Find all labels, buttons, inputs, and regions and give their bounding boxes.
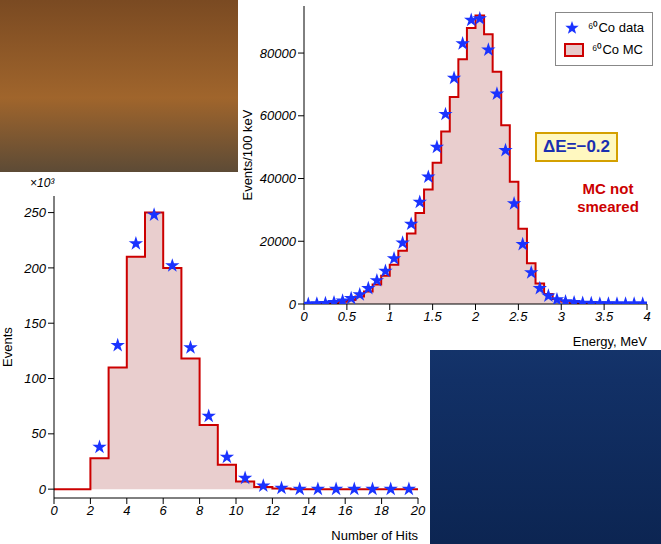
svg-text:1.5: 1.5 [424,309,443,324]
svg-text:3: 3 [558,309,566,324]
svg-text:0: 0 [289,297,297,312]
svg-text:1: 1 [386,309,393,324]
svg-text:200: 200 [23,261,46,276]
svg-text:2: 2 [86,503,95,518]
svg-text:100: 100 [24,371,46,386]
svg-text:4: 4 [643,309,650,324]
html-text:ΔE=−0.2: ΔE=−0.2 [543,137,610,156]
svg-text:50: 50 [32,426,47,441]
svg-text:250: 250 [23,205,46,220]
svg-text:Number of Hits: Number of Hits [331,528,418,543]
svg-text:12: 12 [265,503,280,518]
svg-text:0: 0 [300,309,308,324]
svg-text:3.5: 3.5 [595,309,614,324]
html-text:MC not smeared: MC not smeared [577,180,639,215]
svg-text:Events: Events [0,327,15,367]
svg-text:Events/100 keV: Events/100 keV [240,109,255,200]
svg-text:2.5: 2.5 [508,309,528,324]
svg-text:0: 0 [39,482,47,497]
svg-text:10: 10 [229,503,244,518]
svg-text:20000: 20000 [259,234,297,249]
svg-text:2: 2 [471,309,480,324]
svg-text:0.5: 0.5 [338,309,357,324]
svg-text:8: 8 [196,503,204,518]
svg-text:0: 0 [50,503,58,518]
svg-text:16: 16 [338,503,353,518]
svg-text:Energy, MeV: Energy, MeV [573,334,648,349]
html-text:×10³: ×10³ [30,176,55,190]
html-text:⁶⁰Co MC: ⁶⁰Co MC [592,42,643,57]
svg-text:14: 14 [302,503,316,518]
svg-text:6: 6 [160,503,168,518]
svg-text:80000: 80000 [260,46,297,61]
html-text:⁶⁰Co data: ⁶⁰Co data [588,20,644,35]
svg-text:18: 18 [374,503,389,518]
svg-text:20: 20 [410,503,426,518]
svg-text:150: 150 [24,316,46,331]
svg-text:4: 4 [123,503,130,518]
svg-text:40000: 40000 [260,171,297,186]
svg-text:60000: 60000 [260,108,297,123]
